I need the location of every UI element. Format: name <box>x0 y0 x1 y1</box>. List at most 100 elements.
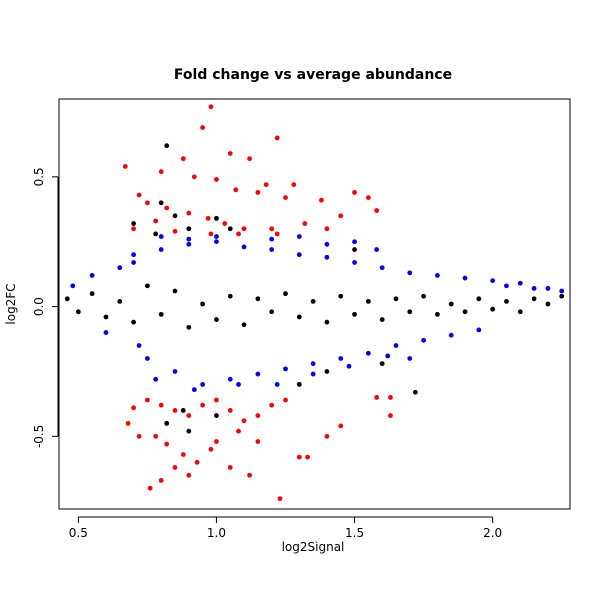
data-point-series-2-70 <box>208 446 214 452</box>
data-point-series-1-48 <box>296 234 302 239</box>
data-point-series-2-39 <box>186 413 192 418</box>
data-point-series-2-55 <box>296 454 302 460</box>
data-point-series-2-65 <box>388 413 393 418</box>
data-point-series-1-4 <box>131 252 136 258</box>
data-point-series-0-25 <box>407 309 413 315</box>
data-point-series-1-8 <box>186 241 192 247</box>
data-point-series-1-20 <box>352 260 357 265</box>
data-point-series-1-39 <box>236 382 241 387</box>
data-point-series-0-29 <box>462 309 468 315</box>
data-point-series-1-26 <box>435 273 440 278</box>
data-point-series-0-48 <box>379 361 385 367</box>
data-point-series-2-60 <box>147 485 153 491</box>
x-axis: 0.5 1.0 1.5 2.0 <box>69 516 502 540</box>
data-point-series-2-12 <box>233 187 239 193</box>
data-point-series-2-18 <box>374 208 380 213</box>
data-point-series-0-15 <box>269 309 275 315</box>
data-point-series-2-48 <box>153 433 159 439</box>
data-point-series-0-28 <box>448 301 454 307</box>
data-point-series-1-50 <box>214 234 219 239</box>
data-point-series-2-28 <box>241 226 247 232</box>
data-point-series-0-22 <box>365 299 371 304</box>
y-tick-label-0: -0.5 <box>32 425 46 448</box>
data-point-series-0-46 <box>296 382 302 387</box>
data-point-series-1-32 <box>517 280 523 286</box>
data-point-series-2-71 <box>227 465 233 470</box>
data-point-series-1-25 <box>421 337 427 343</box>
data-point-series-0-27 <box>435 311 440 317</box>
data-point-series-0-13 <box>241 322 247 328</box>
data-point-series-2-47 <box>131 405 136 411</box>
data-point-series-2-25 <box>186 210 192 216</box>
data-point-series-1-53 <box>131 260 136 265</box>
data-point-series-2-8 <box>191 174 197 180</box>
data-point-series-2-29 <box>269 226 275 232</box>
data-point-series-1-10 <box>214 239 219 245</box>
data-point-series-2-56 <box>305 454 310 460</box>
data-point-series-1-2 <box>103 330 109 335</box>
data-point-series-0-43 <box>164 420 170 426</box>
data-point-series-2-16 <box>352 190 357 195</box>
data-point-series-1-33 <box>531 286 537 291</box>
data-point-series-2-42 <box>227 407 233 413</box>
data-point-series-2-31 <box>131 226 136 232</box>
data-point-series-1-46 <box>374 247 380 252</box>
data-point-series-1-34 <box>545 286 551 291</box>
data-point-series-0-1 <box>75 309 81 315</box>
data-point-series-2-52 <box>214 439 219 444</box>
data-point-series-0-44 <box>186 428 192 434</box>
data-point-series-1-18 <box>324 254 330 260</box>
data-point-series-2-10 <box>263 182 269 188</box>
data-point-series-1-15 <box>283 366 288 372</box>
x-tick-label-1: 1.0 <box>207 526 226 540</box>
data-point-series-0-10 <box>200 301 206 307</box>
data-point-series-2-40 <box>200 402 206 408</box>
data-point-series-2-54 <box>255 439 261 444</box>
data-point-series-0-18 <box>310 299 316 304</box>
data-point-series-0-35 <box>545 301 551 307</box>
plot-frame <box>58 98 571 510</box>
y-axis: -0.5 0.0 0.5 <box>32 167 59 448</box>
data-point-series-0-40 <box>153 231 159 237</box>
y-tick-label-1: 0.0 <box>32 297 46 316</box>
data-point-series-1-47 <box>324 241 330 247</box>
data-point-series-1-9 <box>200 382 206 387</box>
data-point-series-2-15 <box>319 197 324 203</box>
data-point-series-0-7 <box>158 311 164 317</box>
points-layer <box>64 104 565 502</box>
data-point-series-2-63 <box>374 395 380 400</box>
data-point-series-2-67 <box>324 433 330 439</box>
data-point-series-1-28 <box>462 275 468 281</box>
data-point-series-0-53 <box>131 221 136 226</box>
data-point-series-2-44 <box>255 413 261 418</box>
data-point-series-1-37 <box>153 376 159 382</box>
data-point-series-2-23 <box>144 200 150 206</box>
data-point-series-0-41 <box>186 226 192 232</box>
data-point-series-2-21 <box>302 221 308 226</box>
data-point-series-2-1 <box>200 125 206 130</box>
data-point-series-0-0 <box>64 296 70 302</box>
data-point-series-0-47 <box>324 369 330 374</box>
data-point-series-0-21 <box>352 311 357 317</box>
data-point-series-0-52 <box>214 215 219 221</box>
data-point-series-1-31 <box>504 283 509 289</box>
data-point-series-0-33 <box>517 309 523 315</box>
data-point-series-2-49 <box>164 441 170 447</box>
y-tick-label-2: 0.5 <box>32 167 46 186</box>
data-point-series-2-36 <box>144 397 150 403</box>
data-point-series-1-23 <box>393 343 399 348</box>
data-point-series-0-30 <box>476 296 482 302</box>
data-point-series-1-11 <box>227 376 233 382</box>
data-point-series-2-34 <box>236 231 241 237</box>
data-point-series-0-19 <box>324 319 330 325</box>
data-point-series-2-0 <box>208 104 214 110</box>
data-point-series-0-45 <box>214 413 219 418</box>
data-point-series-0-36 <box>559 293 565 299</box>
data-point-series-2-41 <box>214 397 219 403</box>
data-point-series-2-69 <box>136 433 142 439</box>
data-point-series-0-6 <box>144 283 150 289</box>
data-point-series-2-5 <box>180 156 186 162</box>
data-point-series-1-24 <box>407 270 413 276</box>
